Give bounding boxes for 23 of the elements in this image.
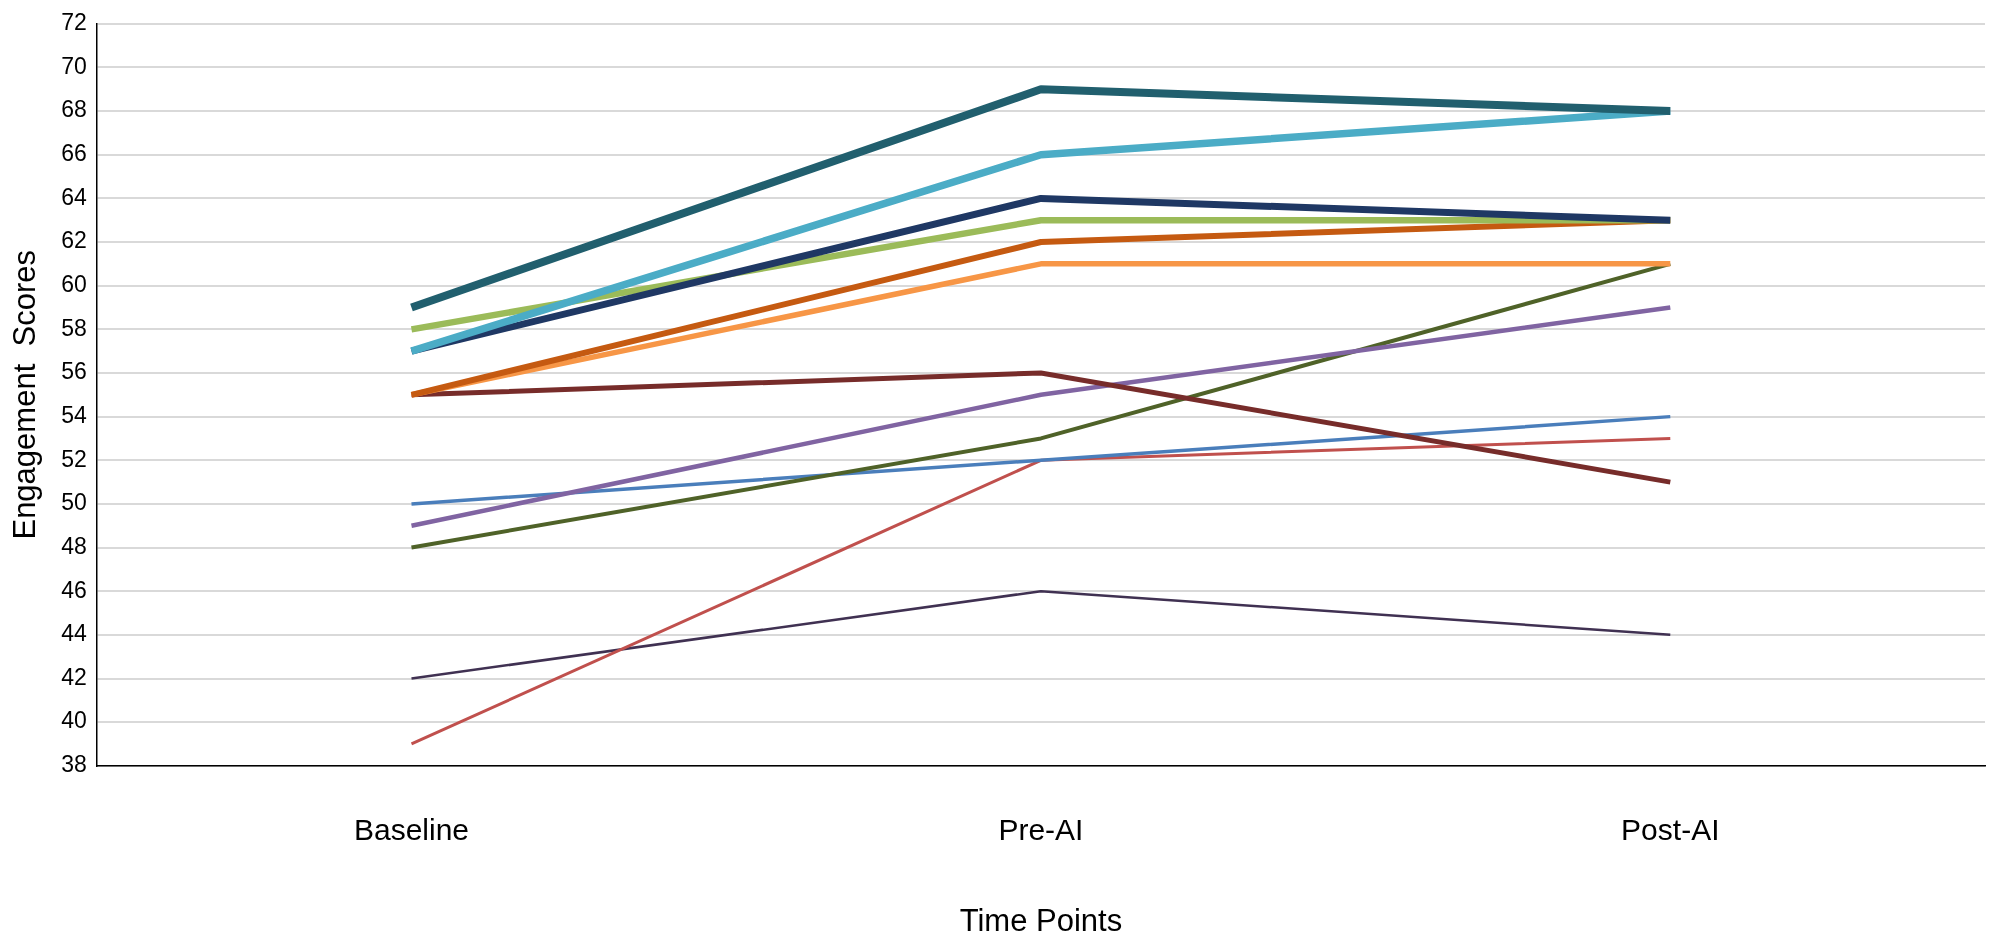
y-tick-label: 68 [61,96,87,123]
y-tick-label: 56 [61,358,87,385]
x-tick-label: Post-AI [1621,813,1720,847]
y-tick-label: 48 [61,532,87,559]
y-tick-label: 64 [61,183,87,210]
y-tick-label: 52 [61,445,87,472]
y-tick-label: 46 [61,576,87,603]
y-tick-label: 66 [61,140,87,167]
y-tick-label: 70 [61,52,87,79]
y-tick-label: 40 [61,707,87,734]
y-tick-label: 42 [61,663,87,690]
y-tick-label: 54 [61,401,87,428]
y-tick-label: 44 [61,620,87,647]
y-axis-title: Engagement Scores [7,250,43,540]
y-tick-label: 38 [61,751,87,778]
y-tick-label: 50 [61,489,87,516]
y-tick-label: 60 [61,271,87,298]
y-tick-label: 62 [61,227,87,254]
y-tick-label: 72 [61,9,87,36]
x-axis-title: Time Points [959,902,1123,938]
y-tick-label: 58 [61,314,87,341]
x-tick-label: Baseline [353,813,470,847]
x-tick-label: Pre-AI [998,813,1084,847]
